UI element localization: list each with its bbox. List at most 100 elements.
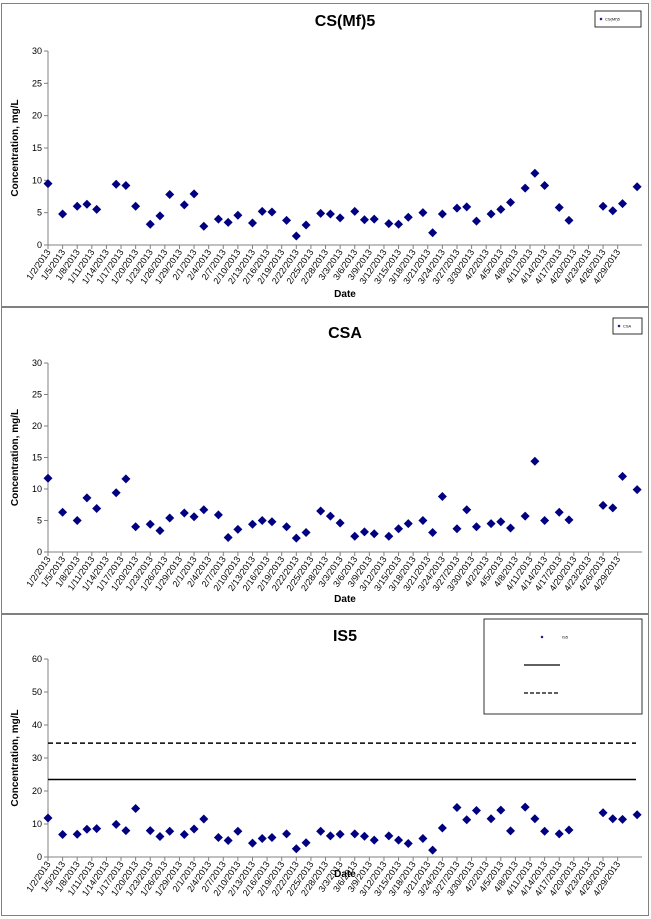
data-point-marker xyxy=(257,834,267,844)
data-point-marker xyxy=(213,214,223,224)
data-point-marker xyxy=(608,503,618,513)
data-point-marker xyxy=(335,518,345,528)
data-point-marker xyxy=(418,834,428,844)
data-point-marker xyxy=(213,510,223,520)
data-point-marker xyxy=(72,829,82,839)
data-point-marker xyxy=(223,836,233,845)
data-point-marker xyxy=(428,527,438,537)
data-point-marker xyxy=(496,204,506,214)
data-point-marker xyxy=(189,824,199,834)
data-point-marker xyxy=(520,802,530,812)
data-point-marker xyxy=(179,830,189,840)
y-axis-label: Concentration, mg/L xyxy=(10,409,21,506)
data-point-marker xyxy=(437,492,447,502)
y-tick-label: 10 xyxy=(32,484,42,494)
legend-label: CS(Mf)5 xyxy=(605,17,621,22)
data-point-marker xyxy=(267,517,277,527)
data-point-marker xyxy=(618,471,628,481)
y-tick-label: 0 xyxy=(37,240,42,250)
data-point-marker xyxy=(359,831,369,841)
data-point-marker xyxy=(540,181,550,191)
data-point-marker xyxy=(452,524,462,534)
data-point-marker xyxy=(145,826,155,836)
data-point-marker xyxy=(530,456,540,466)
data-point-marker xyxy=(92,824,102,834)
data-point-marker xyxy=(145,519,155,529)
y-tick-label: 40 xyxy=(32,720,42,730)
data-point-marker xyxy=(131,201,141,211)
chart-title: CSA xyxy=(328,325,362,342)
data-point-marker xyxy=(554,202,564,212)
data-point-marker xyxy=(291,844,301,854)
data-point-marker xyxy=(301,527,311,537)
legend-marker xyxy=(617,324,621,328)
data-point-marker xyxy=(43,473,53,483)
y-tick-label: 15 xyxy=(32,453,42,463)
data-point-marker xyxy=(257,206,267,216)
data-point-marker xyxy=(530,814,540,824)
y-tick-label: 20 xyxy=(32,421,42,431)
data-point-marker xyxy=(369,529,379,539)
data-point-marker xyxy=(58,209,68,219)
data-point-marker xyxy=(301,220,311,230)
y-tick-label: 50 xyxy=(32,687,42,697)
data-point-marker xyxy=(486,209,496,219)
data-point-marker xyxy=(257,516,267,525)
data-point-marker xyxy=(325,209,335,219)
data-point-marker xyxy=(608,206,618,216)
x-axis-label: Date xyxy=(334,289,356,300)
data-point-marker xyxy=(394,524,404,534)
legend-box xyxy=(612,317,643,335)
data-point-marker xyxy=(121,474,131,484)
data-point-marker xyxy=(359,527,369,537)
y-tick-label: 30 xyxy=(32,46,42,56)
data-point-marker xyxy=(72,516,82,525)
data-point-marker xyxy=(43,179,53,189)
data-point-marker xyxy=(350,206,360,216)
data-point-marker xyxy=(394,835,404,845)
legend-label: CSA xyxy=(623,324,632,329)
data-point-marker xyxy=(325,831,335,841)
y-tick-label: 10 xyxy=(32,819,42,829)
data-point-marker xyxy=(155,832,165,842)
data-point-marker xyxy=(403,212,413,222)
data-point-marker xyxy=(92,504,102,514)
y-tick-label: 25 xyxy=(32,78,42,88)
data-point-marker xyxy=(369,835,379,845)
data-point-marker xyxy=(506,197,516,207)
data-point-marker xyxy=(267,207,277,217)
data-point-marker xyxy=(452,203,462,213)
data-point-marker xyxy=(540,826,550,836)
data-point-marker xyxy=(540,516,550,525)
data-point-marker xyxy=(267,833,277,843)
data-point-marker xyxy=(131,522,141,532)
data-point-marker xyxy=(437,209,447,219)
data-point-marker xyxy=(121,826,131,836)
data-point-marker xyxy=(369,214,379,224)
data-point-marker xyxy=(291,533,301,543)
y-axis-label: Concentration, mg/L xyxy=(10,709,21,806)
chart-panel-3: IS5 Concentration, mg/L 0 10 20 30 40 50 60 1/2/2… xyxy=(1,614,649,916)
chart-panel-1: CS(Mf)5 Concentration, mg/L 0 5 10 15 20 25 30 1/… xyxy=(1,3,649,307)
data-point-marker xyxy=(520,183,530,193)
data-point-marker xyxy=(282,215,292,225)
data-point-marker xyxy=(350,531,360,541)
data-point-marker xyxy=(564,215,574,225)
data-point-marker xyxy=(530,168,540,178)
y-tick-label: 5 xyxy=(37,516,42,526)
data-point-marker xyxy=(82,493,92,503)
data-point-marker xyxy=(335,213,345,223)
data-point-marker xyxy=(618,199,628,209)
data-point-marker xyxy=(452,803,462,812)
data-point-marker xyxy=(384,831,394,841)
data-point-marker xyxy=(359,215,369,225)
data-point-marker xyxy=(155,526,165,536)
y-tick-label: 30 xyxy=(32,358,42,368)
data-point-marker xyxy=(155,211,165,221)
data-point-marker xyxy=(335,829,345,839)
data-point-marker xyxy=(486,519,496,529)
legend-box xyxy=(483,618,643,715)
data-point-marker xyxy=(131,803,141,813)
data-point-marker xyxy=(554,507,564,517)
data-point-marker xyxy=(121,181,131,191)
